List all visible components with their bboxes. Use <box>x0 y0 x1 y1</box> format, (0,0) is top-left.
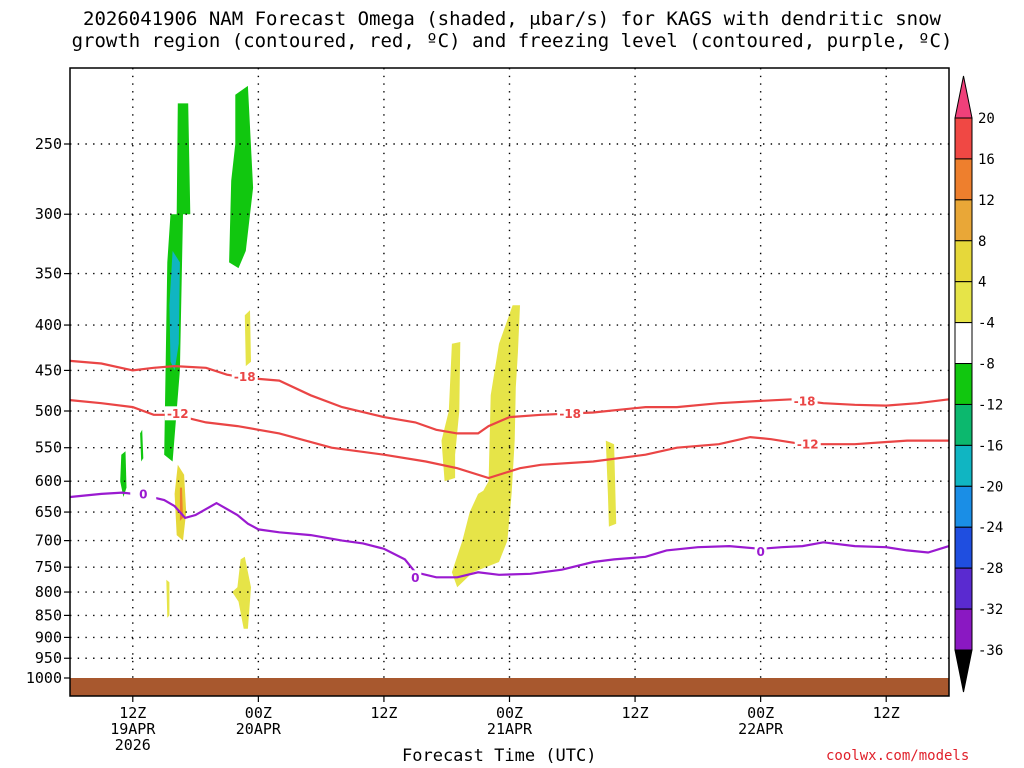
y-tick-label-600: 600 <box>35 472 62 490</box>
x-tick-label-66-0: 00Z <box>747 704 774 722</box>
colorbar-label-9: -20 <box>978 479 1003 495</box>
zero-label-bg-0 <box>137 486 150 501</box>
y-tick-label-400: 400 <box>35 316 62 334</box>
contour-label-bg-0 <box>231 369 258 384</box>
colorbar-bin-1 <box>954 158 973 201</box>
x-tick-label-18-1: 20APR <box>236 720 282 738</box>
y-tick-label-750: 750 <box>35 558 62 576</box>
colorbar-label-0: 20 <box>978 111 995 127</box>
contour-label-bg-2 <box>791 393 818 408</box>
y-tick-label-900: 900 <box>35 628 62 646</box>
omega-region-3 <box>120 451 127 497</box>
colorbar-bin-9 <box>954 485 973 528</box>
contour-label-0: -18 <box>234 370 256 384</box>
credit-link[interactable]: coolwx.com/models <box>826 748 970 764</box>
x-axis-title: Forecast Time (UTC) <box>402 746 597 766</box>
omega-region-9 <box>232 556 251 629</box>
colorbar-label-4: 4 <box>978 275 986 291</box>
colorbar-bin-8 <box>954 444 973 487</box>
colorbar-label-6: -8 <box>978 357 995 373</box>
omega-region-2 <box>229 85 254 269</box>
contour-label-1: -18 <box>559 407 581 421</box>
contour-label-bg-1 <box>557 406 584 421</box>
colorbar-bin-12 <box>954 608 973 651</box>
omega-region-1 <box>169 250 180 371</box>
colorbar-label-8: -16 <box>978 438 1003 454</box>
x-tick-label-54-0: 12Z <box>622 704 649 722</box>
y-tick-label-700: 700 <box>35 532 62 550</box>
colorbar-label-5: -4 <box>978 316 995 332</box>
contour-label-2: -18 <box>794 394 816 408</box>
terrain-fill <box>70 678 949 696</box>
colorbar-bin-5 <box>954 322 973 365</box>
x-tick-label-30-0: 12Z <box>370 704 397 722</box>
colorbar-label-12: -32 <box>978 602 1003 618</box>
x-tick-label-66-1: 22APR <box>738 720 784 738</box>
colorbar-bin-6 <box>954 363 973 405</box>
colorbar-label-7: -12 <box>978 397 1003 413</box>
omega-region-5 <box>244 310 251 367</box>
x-tick-label-6-1: 19APR <box>110 720 156 738</box>
contour-label-3: -12 <box>167 407 189 421</box>
omega-region-10 <box>441 342 461 482</box>
omega-region-11 <box>451 305 520 588</box>
y-tick-label-300: 300 <box>35 205 62 223</box>
x-tick-label-18-0: 00Z <box>245 704 272 722</box>
colorbar-bin-4 <box>954 281 973 324</box>
chart-title: 2026041906 NAM Forecast Omega (shaded, μ… <box>0 8 1024 52</box>
chart-title-line2: growth region (contoured, red, ºC) and f… <box>71 30 953 52</box>
x-tick-label-78-0: 12Z <box>873 704 900 722</box>
colorbar-bin-7 <box>954 403 973 446</box>
contour-label-bg-3 <box>164 406 191 421</box>
contour-label-bg-4 <box>794 437 821 452</box>
colorbar-bottom-arrow <box>954 649 973 693</box>
zero-label-2: 0 <box>756 545 764 559</box>
chart-title-line1: 2026041906 NAM Forecast Omega (shaded, μ… <box>83 8 941 30</box>
zero-label-bg-2 <box>754 544 767 559</box>
colorbar-bin-2 <box>954 199 973 242</box>
y-tick-label-350: 350 <box>35 265 62 283</box>
zero-label-0: 0 <box>139 487 147 501</box>
x-tick-label-42-1: 21APR <box>487 720 533 738</box>
x-tick-label-6-0: 12Z <box>119 704 146 722</box>
colorbar-label-10: -24 <box>978 520 1003 536</box>
colorbar-label-3: 8 <box>978 234 986 250</box>
y-tick-label-950: 950 <box>35 649 62 667</box>
colorbar-bin-0 <box>954 117 973 160</box>
colorbar-label-2: 12 <box>978 193 995 209</box>
colorbar-bin-10 <box>954 526 973 569</box>
omega-region-12 <box>605 440 617 527</box>
y-tick-label-250: 250 <box>35 135 62 153</box>
colorbar-label-11: -28 <box>978 561 1003 577</box>
zero-label-bg-1 <box>409 570 422 585</box>
y-tick-label-500: 500 <box>35 402 62 420</box>
y-tick-label-650: 650 <box>35 503 62 521</box>
colorbar-label-1: 16 <box>978 152 995 168</box>
contour-label-4: -12 <box>797 438 819 452</box>
y-tick-label-450: 450 <box>35 361 62 379</box>
y-tick-label-800: 800 <box>35 583 62 601</box>
zero-label-1: 0 <box>411 571 419 585</box>
omega-region-8 <box>166 579 170 618</box>
colorbar-bin-11 <box>954 567 973 610</box>
contour-line-5 <box>69 491 950 579</box>
colorbar-bin-3 <box>954 240 973 283</box>
y-tick-label-550: 550 <box>35 439 62 457</box>
colorbar-top-arrow <box>954 75 973 119</box>
y-tick-label-850: 850 <box>35 606 62 624</box>
colorbar-label-13: -36 <box>978 643 1003 659</box>
omega-region-4 <box>140 429 144 462</box>
x-tick-label-6-2: 2026 <box>115 736 151 754</box>
x-tick-label-42-0: 00Z <box>496 704 523 722</box>
y-tick-label-1000: 1000 <box>26 669 62 687</box>
